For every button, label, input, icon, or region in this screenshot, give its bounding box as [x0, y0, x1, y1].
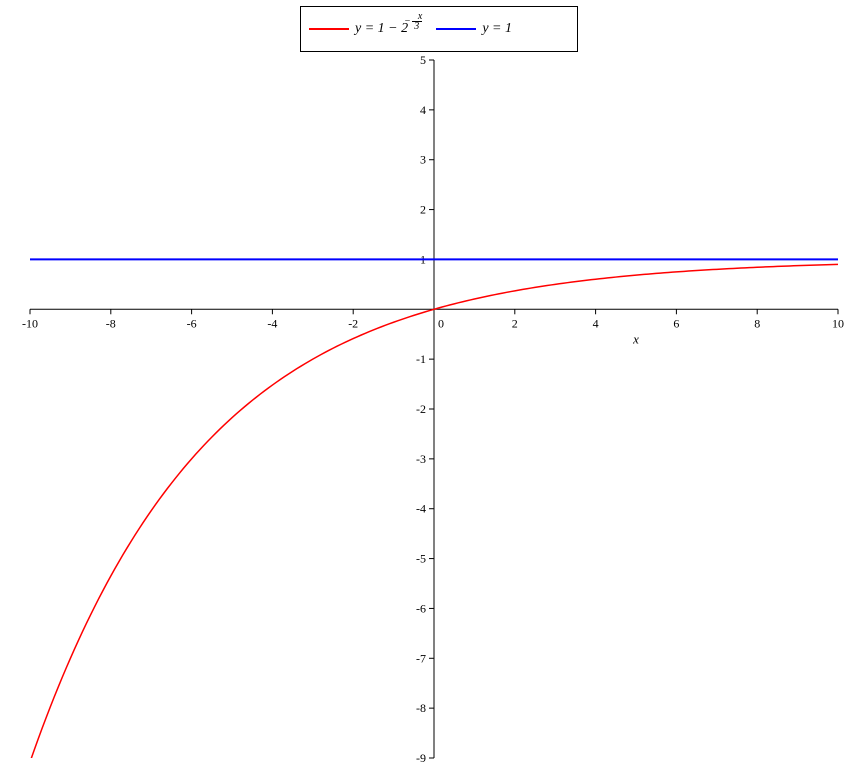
legend-swatch [309, 28, 349, 30]
y-tick-label: 2 [420, 203, 426, 217]
x-tick-label: -8 [106, 316, 116, 330]
y-tick-label: -3 [416, 452, 426, 466]
y-tick-label: -4 [416, 502, 426, 516]
x-tick-label: 0 [438, 316, 444, 330]
legend-item-0: y = 1 − 2−x3 [309, 20, 422, 39]
y-tick-label: 4 [420, 103, 426, 117]
x-tick-label: 8 [754, 316, 760, 330]
legend-label: y = 1 [482, 21, 512, 37]
x-tick-label: -6 [187, 316, 197, 330]
x-tick-label: 2 [512, 316, 518, 330]
y-tick-label: -6 [416, 601, 426, 615]
y-tick-label: -9 [416, 751, 426, 765]
x-tick-label: -2 [348, 316, 358, 330]
y-tick-label: -1 [416, 352, 426, 366]
x-tick-label: -4 [267, 316, 277, 330]
x-tick-label: 6 [673, 316, 679, 330]
x-axis-label: x [632, 331, 639, 346]
chart-container: -10-8-6-4-20246810-9-8-7-6-5-4-3-2-11234… [0, 0, 848, 769]
y-tick-label: -7 [416, 651, 426, 665]
y-tick-label: -8 [416, 701, 426, 715]
legend-item-1: y = 1 [436, 21, 512, 37]
legend-box: y = 1 − 2−x3 y = 1 [300, 6, 578, 52]
y-tick-label: 5 [420, 53, 426, 67]
y-tick-label: -5 [416, 552, 426, 566]
legend-label: y = 1 − 2−x3 [355, 20, 422, 39]
x-tick-label: 4 [593, 316, 599, 330]
y-tick-label: -2 [416, 402, 426, 416]
y-tick-label: 3 [420, 153, 426, 167]
x-tick-label: -10 [22, 316, 38, 330]
x-tick-label: 10 [832, 316, 844, 330]
plot-svg: -10-8-6-4-20246810-9-8-7-6-5-4-3-2-11234… [0, 0, 848, 769]
legend-swatch [436, 28, 476, 30]
